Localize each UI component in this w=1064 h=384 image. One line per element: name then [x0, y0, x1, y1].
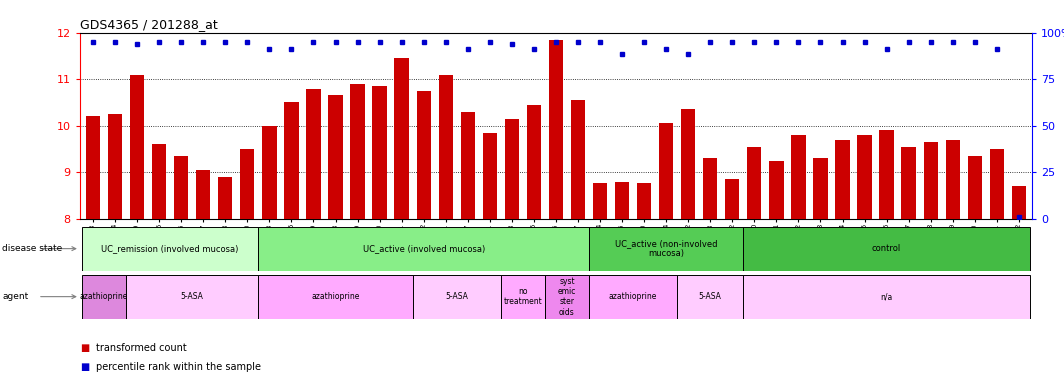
Bar: [901, 147, 916, 219]
Bar: [792, 135, 805, 219]
Bar: [395, 58, 409, 219]
Bar: [858, 135, 871, 219]
Text: GDS4365 / 201288_at: GDS4365 / 201288_at: [80, 18, 217, 31]
Bar: [306, 88, 320, 219]
Bar: [990, 149, 1004, 219]
Bar: [218, 177, 232, 219]
Text: UC_active (non-involved
mucosa): UC_active (non-involved mucosa): [615, 239, 717, 258]
Text: transformed count: transformed count: [96, 343, 186, 353]
Bar: [259, 275, 413, 319]
Bar: [82, 275, 127, 319]
Bar: [637, 182, 651, 219]
Bar: [483, 133, 497, 219]
Text: agent: agent: [2, 292, 29, 301]
Bar: [769, 161, 783, 219]
Bar: [174, 156, 188, 219]
Text: control: control: [872, 244, 901, 253]
Bar: [350, 84, 365, 219]
Text: ■: ■: [80, 362, 89, 372]
Text: 5-ASA: 5-ASA: [446, 292, 468, 301]
Bar: [570, 100, 585, 219]
Bar: [744, 227, 1030, 271]
Bar: [107, 114, 122, 219]
Bar: [372, 86, 386, 219]
Bar: [86, 116, 100, 219]
Bar: [726, 179, 739, 219]
Bar: [461, 112, 475, 219]
Text: azathioprine: azathioprine: [312, 292, 360, 301]
Bar: [527, 105, 542, 219]
Bar: [835, 140, 850, 219]
Text: UC_active (involved mucosa): UC_active (involved mucosa): [363, 244, 485, 253]
Bar: [946, 140, 960, 219]
Bar: [438, 76, 453, 219]
Bar: [880, 131, 894, 219]
Bar: [240, 149, 254, 219]
Bar: [593, 182, 608, 219]
Bar: [413, 275, 501, 319]
Bar: [615, 182, 629, 219]
Bar: [681, 109, 696, 219]
Bar: [82, 227, 259, 271]
Bar: [703, 158, 717, 219]
Bar: [659, 123, 674, 219]
Text: 5-ASA: 5-ASA: [699, 292, 721, 301]
Bar: [744, 275, 1030, 319]
Bar: [589, 275, 677, 319]
Text: azathioprine: azathioprine: [609, 292, 658, 301]
Bar: [747, 147, 762, 219]
Bar: [259, 227, 589, 271]
Bar: [127, 275, 259, 319]
Bar: [130, 74, 145, 219]
Bar: [152, 144, 166, 219]
Bar: [262, 126, 277, 219]
Text: n/a: n/a: [881, 292, 893, 301]
Text: percentile rank within the sample: percentile rank within the sample: [96, 362, 261, 372]
Text: ■: ■: [80, 343, 89, 353]
Text: UC_remission (involved mucosa): UC_remission (involved mucosa): [101, 244, 238, 253]
Text: azathioprine: azathioprine: [80, 292, 129, 301]
Bar: [504, 119, 519, 219]
Text: syst
emic
ster
oids: syst emic ster oids: [558, 276, 576, 317]
Text: 5-ASA: 5-ASA: [181, 292, 203, 301]
Bar: [549, 40, 563, 219]
Bar: [501, 275, 545, 319]
Bar: [924, 142, 937, 219]
Bar: [589, 227, 744, 271]
Text: disease state: disease state: [2, 244, 63, 253]
Bar: [677, 275, 744, 319]
Bar: [284, 103, 299, 219]
Bar: [1012, 186, 1026, 219]
Bar: [196, 170, 211, 219]
Bar: [545, 275, 589, 319]
Bar: [813, 158, 828, 219]
Bar: [967, 156, 982, 219]
Text: no
treatment: no treatment: [503, 287, 543, 306]
Bar: [329, 96, 343, 219]
Bar: [416, 91, 431, 219]
